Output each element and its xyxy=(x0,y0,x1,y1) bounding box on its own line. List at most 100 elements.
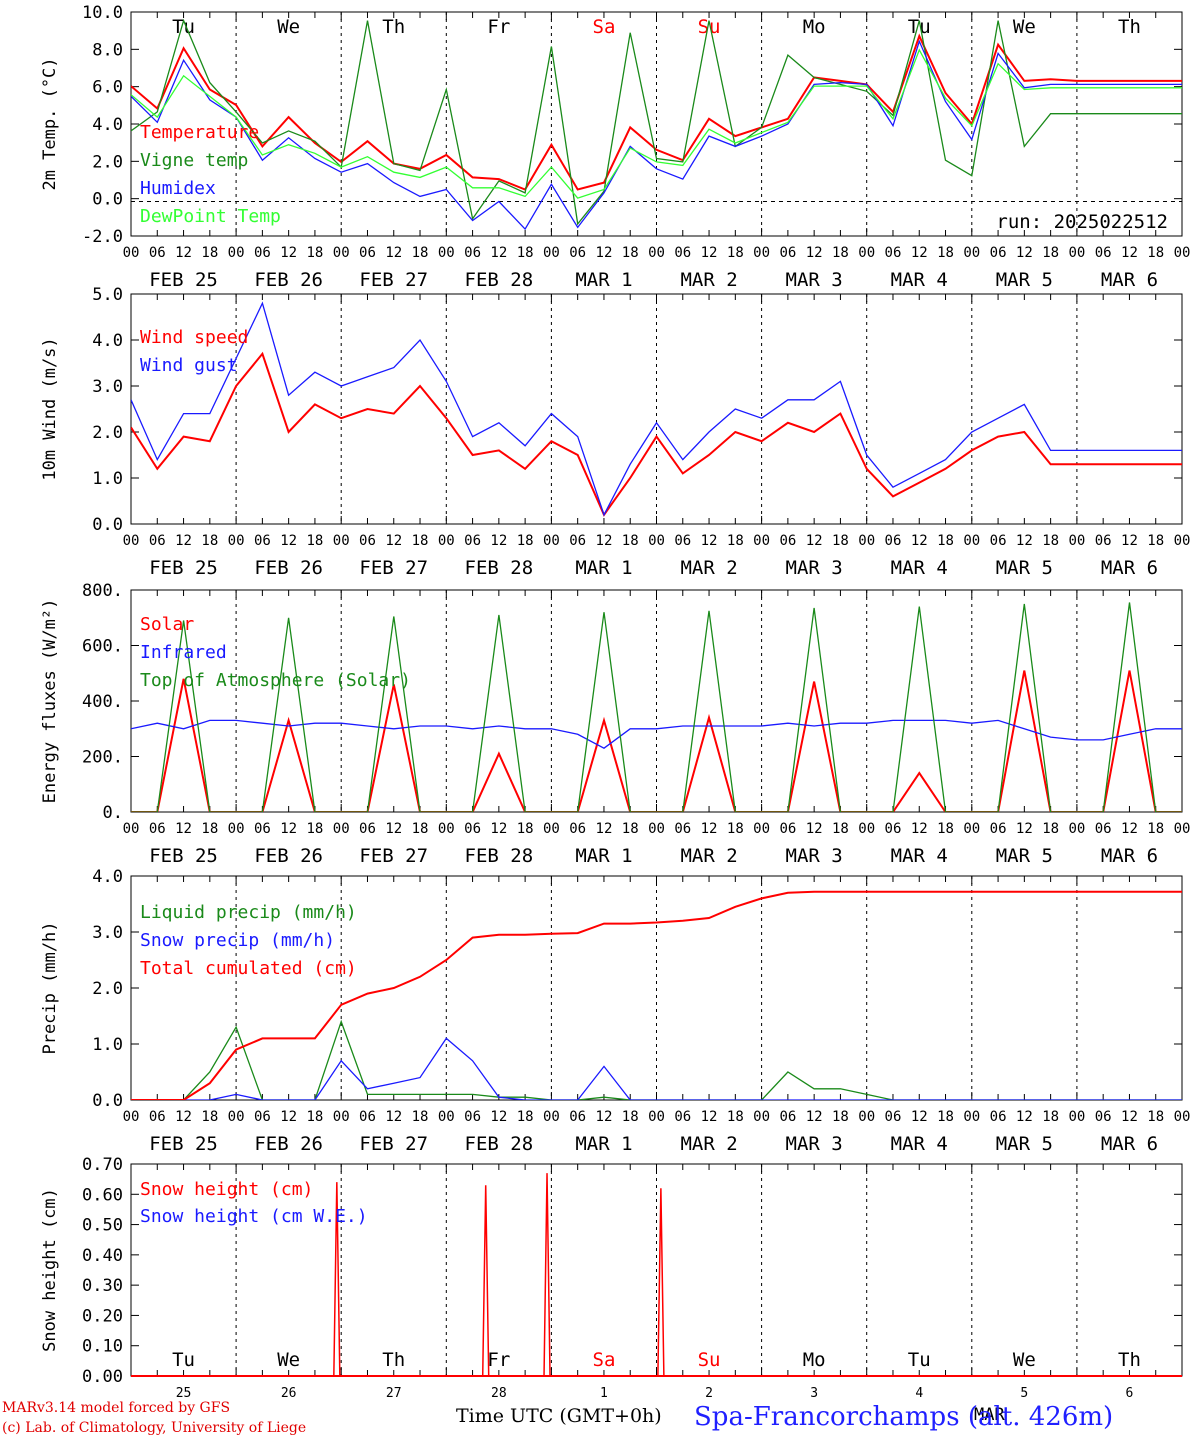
panel-3-hour-label: 18 xyxy=(1042,821,1059,837)
panel-2-date-label: FEB 27 xyxy=(359,557,428,579)
panel-5-day-number: 3 xyxy=(810,1386,818,1401)
panel-2-hour-label: 18 xyxy=(622,533,639,549)
panel-2-series-1-line xyxy=(131,301,1182,517)
panel-3-hour-label: 18 xyxy=(306,821,323,837)
panel-3-hour-label: 06 xyxy=(149,821,166,837)
panel-4-hour-label: 00 xyxy=(1174,1109,1191,1125)
panel-2-hour-label: 12 xyxy=(1121,533,1138,549)
panel-5-snow-spike xyxy=(481,1185,490,1377)
panel-4-hour-label: 12 xyxy=(385,1109,402,1125)
panel-2-legend-0: Wind speed xyxy=(140,327,248,348)
panel-2-y-tick-label: 3.0 xyxy=(92,377,123,397)
panel-4-date-label: MAR 1 xyxy=(575,1133,632,1155)
panel-5-day-number: 28 xyxy=(491,1386,507,1401)
panel-4-date-label: MAR 2 xyxy=(680,1133,737,1155)
panel-1-hour-label: 06 xyxy=(674,245,691,261)
panel-1-run-label: run: 2025022512 xyxy=(996,211,1168,233)
panel-3-hour-label: 06 xyxy=(779,821,796,837)
panel-3-hour-label: 00 xyxy=(753,821,770,837)
panel-5-day-number: 4 xyxy=(915,1386,923,1401)
panel-5-day-number: 6 xyxy=(1126,1386,1134,1401)
panel-3-y-tick-label: 600. xyxy=(82,637,123,657)
panel-5-legend-0: Snow height (cm) xyxy=(140,1179,313,1200)
panel-1-date-label: FEB 27 xyxy=(359,269,428,291)
panel-2-date-label: MAR 1 xyxy=(575,557,632,579)
panel-4-y-tick-label: 4.0 xyxy=(92,867,123,887)
panel-4-date-label: FEB 26 xyxy=(254,1133,323,1155)
panel-5-y-tick-label: 0.30 xyxy=(82,1276,123,1296)
panel-1-hour-label: 00 xyxy=(1068,245,1085,261)
panel-1-hour-label: 18 xyxy=(412,245,429,261)
panel-3-y-tick-label: 400. xyxy=(82,692,123,712)
panel-5-weekday-label: Tu xyxy=(172,1349,195,1371)
panel-5-weekday-label: Fr xyxy=(487,1349,510,1371)
panel-2-y-tick-label: 0.0 xyxy=(92,515,123,535)
panel-2-hour-label: 06 xyxy=(990,533,1007,549)
panel-2-y-axis-label: 10m Wind (m/s) xyxy=(40,337,60,480)
panel-1-hour-label: 12 xyxy=(1121,245,1138,261)
panel-3-hour-label: 00 xyxy=(648,821,665,837)
panel-2-hour-label: 18 xyxy=(1147,533,1164,549)
panel-5-weekday-label: We xyxy=(1013,1349,1036,1371)
panel-4-hour-label: 12 xyxy=(911,1109,928,1125)
panel-1-hour-label: 06 xyxy=(254,245,271,261)
panel-1-hour-label: 06 xyxy=(1095,245,1112,261)
credit-line-1: MARv3.14 model forced by GFS xyxy=(2,1400,231,1416)
panel-1-hour-label: 06 xyxy=(359,245,376,261)
panel-4-hour-label: 12 xyxy=(280,1109,297,1125)
panel-2-date-label: MAR 4 xyxy=(891,557,948,579)
panel-3-hour-label: 18 xyxy=(412,821,429,837)
panel-2-hour-label: 00 xyxy=(123,533,140,549)
panel-3-date-label: FEB 28 xyxy=(465,845,534,867)
panel-2-hour-label: 12 xyxy=(1016,533,1033,549)
panel-3-series-0-line xyxy=(131,670,1182,812)
panel-3-series-1-line xyxy=(131,719,1182,749)
panel-1-date-label: MAR 5 xyxy=(996,269,1053,291)
panel-4-hour-label: 00 xyxy=(753,1109,770,1125)
panel-2-hour-label: 00 xyxy=(333,533,350,549)
panel-3-hour-label: 06 xyxy=(1095,821,1112,837)
panel-3-date-label: MAR 5 xyxy=(996,845,1053,867)
panel-2-hour-label: 12 xyxy=(385,533,402,549)
panel-5-weekday-label: Th xyxy=(382,1349,405,1371)
panel-1-date-label: MAR 3 xyxy=(786,269,843,291)
panel-1-hour-label: 18 xyxy=(1147,245,1164,261)
panel-2-date-label: FEB 26 xyxy=(254,557,323,579)
panel-5-day-number: 25 xyxy=(176,1386,192,1401)
panel-2-hour-label: 00 xyxy=(963,533,980,549)
panel-1-y-tick-label: 0.0 xyxy=(92,190,123,210)
panel-1-hour-label: 18 xyxy=(201,245,218,261)
panel-1-hour-label: 12 xyxy=(490,245,507,261)
panel-4-hour-label: 00 xyxy=(438,1109,455,1125)
panel-1-date-label: MAR 6 xyxy=(1101,269,1158,291)
panel-1-hour-label: 18 xyxy=(517,245,534,261)
panel-5-snow-spike xyxy=(333,1182,341,1377)
panel-2-hour-label: 00 xyxy=(648,533,665,549)
panel-3-hour-label: 06 xyxy=(674,821,691,837)
panel-1-hour-label: 06 xyxy=(464,245,481,261)
panel-3-hour-label: 06 xyxy=(464,821,481,837)
panel-2-date-label: MAR 3 xyxy=(786,557,843,579)
panel-1-date-label: MAR 2 xyxy=(680,269,737,291)
panel-4-hour-label: 06 xyxy=(885,1109,902,1125)
panel-3-date-label: FEB 26 xyxy=(254,845,323,867)
panel-1-weekday-label: Th xyxy=(382,16,405,38)
panel-3-hour-label: 12 xyxy=(175,821,192,837)
panel-4-hour-label: 00 xyxy=(228,1109,245,1125)
panel-3-y-axis-label: Energy fluxes (W/m²) xyxy=(40,599,60,804)
panel-1-weekday-label: Mo xyxy=(803,16,826,38)
panel-3-frame xyxy=(130,589,1183,813)
panel-3-date-label: MAR 2 xyxy=(680,845,737,867)
panel-1-hour-label: 00 xyxy=(543,245,560,261)
panel-3-hour-label: 12 xyxy=(490,821,507,837)
panel-1-y-axis-label: 2m Temp. (°C) xyxy=(40,57,60,190)
panel-4-hour-label: 12 xyxy=(701,1109,718,1125)
panel-3-hour-label: 00 xyxy=(228,821,245,837)
panel-2-hour-label: 18 xyxy=(832,533,849,549)
panel-2-hour-label: 18 xyxy=(306,533,323,549)
panel-4-series-2-line xyxy=(131,890,1182,1100)
panel-4-hour-label: 00 xyxy=(858,1109,875,1125)
panel-4-legend-0: Liquid precip (mm/h) xyxy=(140,902,357,923)
panel-2-y-tick-label: 4.0 xyxy=(92,331,123,351)
panel-3-series-2-line xyxy=(131,602,1182,812)
